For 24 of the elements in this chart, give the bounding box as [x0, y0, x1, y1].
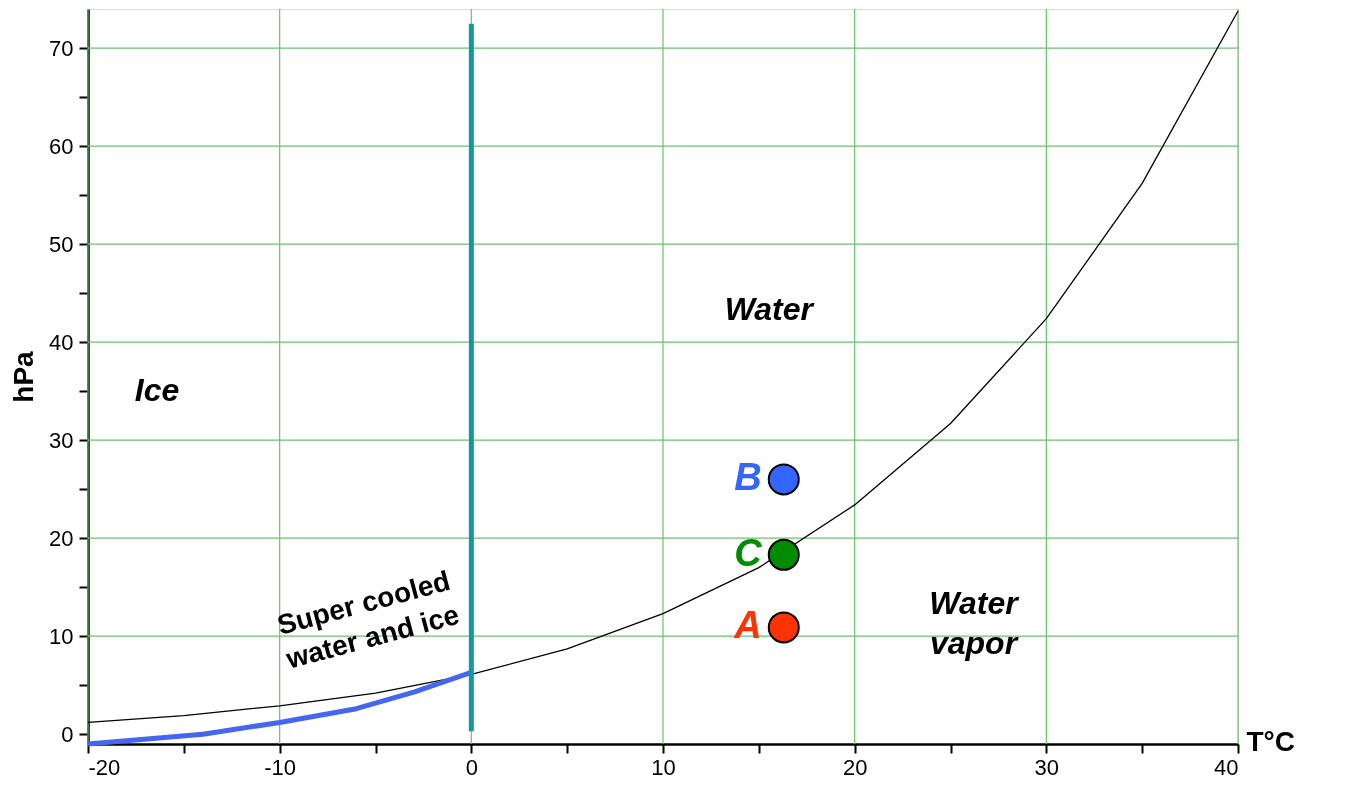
annotation: Water	[724, 291, 815, 328]
x-tick-label: 30	[1034, 754, 1060, 780]
annotation: Water vapor	[929, 585, 1020, 662]
x-tick-label: 0	[465, 754, 478, 780]
y-tick-label: 0	[61, 721, 74, 747]
series-label: C	[734, 531, 763, 574]
y-axis-title: hPa	[8, 350, 40, 403]
x-tick-label: 40	[1214, 754, 1239, 780]
y-tick-label: 40	[49, 329, 74, 355]
x-tick-label: 10	[651, 754, 676, 780]
x-axis-title: T°C	[1246, 725, 1296, 757]
y-tick-label: 50	[49, 231, 74, 257]
series-label: B	[734, 456, 762, 499]
y-tick-label: 70	[49, 35, 74, 61]
x-tick-label: -20	[88, 754, 121, 780]
annotation: Ice	[134, 372, 180, 409]
x-tick-label: 20	[842, 754, 868, 780]
annotation: Super cooled water and ice	[273, 564, 463, 675]
series-label: A	[733, 604, 762, 647]
y-tick-label: 20	[49, 525, 74, 551]
y-tick-label: 60	[49, 133, 74, 159]
y-tick-label: 30	[49, 427, 74, 453]
x-tick-label: -10	[264, 754, 297, 780]
y-tick-label: 10	[49, 623, 74, 649]
